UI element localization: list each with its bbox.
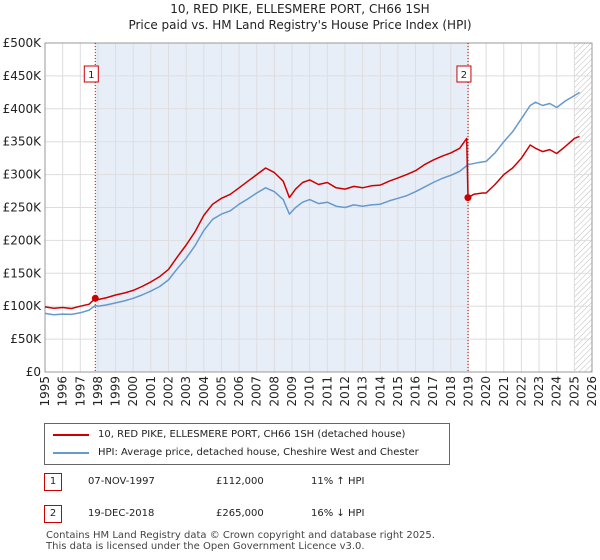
x-tick-label: 2008 <box>267 376 281 407</box>
price-chart: £0 £50K £100K £150K £200K £250K £300K £350K £400… <box>3 36 599 407</box>
x-tick-label: 2007 <box>250 376 264 407</box>
legend: 10, RED PIKE, ELLESMERE PORT, CH66 1SH (… <box>44 423 450 465</box>
x-tick-label: 2023 <box>532 376 546 407</box>
x-tick-label: 2000 <box>126 376 140 407</box>
x-tick-label: 2002 <box>162 376 176 407</box>
chart-subtitle: Price paid vs. HM Land Registry's House … <box>128 18 472 32</box>
y-tick-label: £300K <box>3 168 43 182</box>
y-tick-label: £250K <box>3 201 43 215</box>
transaction-number-badge: 1 <box>44 473 62 491</box>
legend-label-property: 10, RED PIKE, ELLESMERE PORT, CH66 1SH (… <box>98 429 406 440</box>
x-tick-label: 2009 <box>285 376 299 407</box>
sale-point <box>464 194 472 202</box>
x-tick-label: 2017 <box>426 376 440 407</box>
x-tick-label: 2011 <box>320 376 334 407</box>
x-tick-label: 2025 <box>567 376 581 407</box>
y-tick-label: £0 <box>26 365 41 379</box>
sale-marker-label: 1 <box>88 70 94 81</box>
sale-marker-box <box>83 65 99 83</box>
transaction-price: £265,000 <box>216 508 264 519</box>
x-tick-label: 1998 <box>91 376 105 407</box>
x-tick-label: 2019 <box>461 376 475 407</box>
x-tick-label: 2003 <box>179 376 193 407</box>
x-tick-label: 2006 <box>232 376 246 407</box>
x-tick-label: 1995 <box>38 376 52 407</box>
transaction-number-badge: 2 <box>44 505 62 523</box>
legend-swatch-property <box>53 434 89 436</box>
x-tick-label: 2004 <box>197 376 211 407</box>
x-tick-label: 2018 <box>444 376 458 407</box>
x-tick-label: 2013 <box>356 376 370 407</box>
footer-licence: This data is licensed under the Open Gov… <box>46 541 365 552</box>
plot-border <box>44 42 593 373</box>
x-tick-label: 1999 <box>109 376 123 407</box>
transaction-price: £112,000 <box>216 476 264 487</box>
sale-marker-box <box>456 65 472 83</box>
y-tick-label: £450K <box>3 69 43 83</box>
sale-marker-label: 2 <box>461 70 467 81</box>
transaction-date: 07-NOV-1997 <box>88 476 155 487</box>
x-tick-label: 1997 <box>73 376 87 407</box>
x-tick-label: 2020 <box>479 376 493 407</box>
legend-label-hpi: HPI: Average price, detached house, Ches… <box>98 447 419 458</box>
transaction-date: 19-DEC-2018 <box>88 508 155 519</box>
y-tick-label: £500K <box>3 36 43 50</box>
y-tick-label: £150K <box>3 266 43 280</box>
x-tick-label: 2015 <box>391 376 405 407</box>
hpi-series-line <box>44 91 580 316</box>
legend-swatch-hpi <box>53 452 89 454</box>
transaction-hpi-delta: 16% ↓ HPI <box>311 508 365 519</box>
x-tick-label: 2005 <box>214 376 228 407</box>
x-tick-label: 2024 <box>550 376 564 407</box>
y-tick-label: £100K <box>3 299 43 313</box>
y-tick-label: £50K <box>10 332 42 346</box>
x-tick-label: 1996 <box>56 376 70 407</box>
y-tick-label: £400K <box>3 102 43 116</box>
x-tick-label: 2010 <box>303 376 317 407</box>
x-tick-label: 2021 <box>497 376 511 407</box>
x-tick-label: 2022 <box>514 376 528 407</box>
y-tick-label: £200K <box>3 233 43 247</box>
transaction-hpi-delta: 11% ↑ HPI <box>311 476 365 487</box>
x-tick-label: 2001 <box>144 376 158 407</box>
x-tick-label: 2012 <box>338 376 352 407</box>
x-tick-label: 2026 <box>585 376 599 407</box>
sale-point <box>91 294 99 302</box>
property-series-line <box>44 135 580 310</box>
footer-copyright: Contains HM Land Registry data © Crown c… <box>46 530 435 541</box>
x-tick-label: 2016 <box>409 376 423 407</box>
y-tick-label: £350K <box>3 135 43 149</box>
x-tick-label: 2014 <box>373 376 387 407</box>
chart-title: 10, RED PIKE, ELLESMERE PORT, CH66 1SH <box>170 2 430 16</box>
